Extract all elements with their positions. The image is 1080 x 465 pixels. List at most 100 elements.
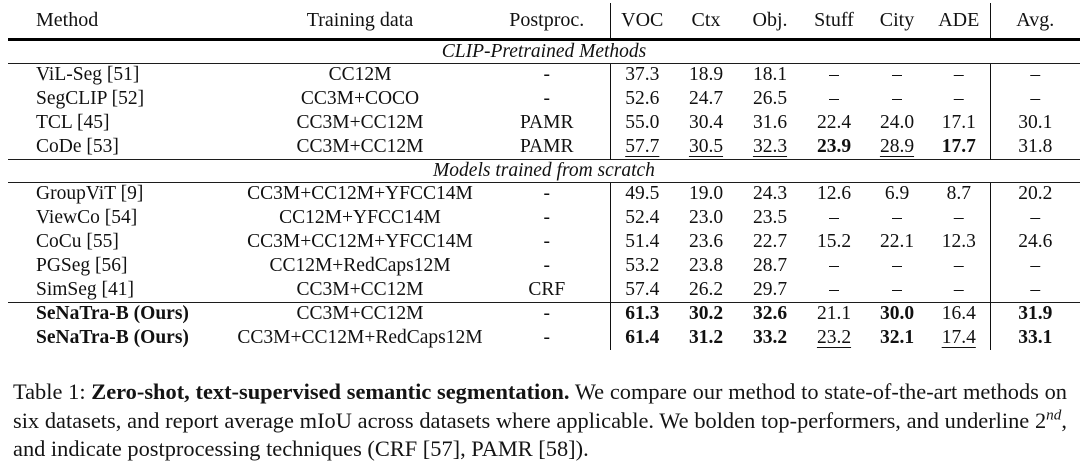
score-cell: 55.0 [609, 111, 674, 135]
method-cell: PGSeg [56] [36, 255, 128, 276]
method-cell: ViL-Seg [51] [36, 64, 140, 86]
score-value: – [1030, 88, 1041, 109]
score-cell: 33.1 [989, 326, 1080, 350]
method-cell: SegCLIP [52] [36, 88, 145, 109]
score-value: 22.1 [879, 231, 915, 252]
col-header-training-data: Training data [306, 8, 414, 31]
score-cell: 18.1 [738, 63, 802, 87]
score-value: 17.7 [941, 135, 976, 157]
score-cell: 23.0 [674, 206, 738, 230]
score-value: 24.3 [752, 183, 788, 205]
table-row: CoDe [53] CC3M+CC12M PAMR 57.7 30.5 32.3 23.9 2… [8, 135, 1080, 159]
score-value: – [1030, 207, 1041, 228]
score-cell: – [989, 87, 1080, 111]
table-row: PGSeg [56] CC12M+RedCaps12M - 53.2 23.8 28.7 –… [8, 254, 1080, 278]
score-cell: 31.8 [989, 135, 1080, 159]
score-cell: – [866, 63, 928, 87]
table-body: CLIP-Pretrained Methods ViL-Seg [51] CC12M… [8, 38, 1080, 350]
score-value: – [829, 278, 839, 300]
score-cell: – [928, 206, 990, 230]
col-header-stuff: Stuff [814, 8, 854, 31]
score-cell: – [928, 63, 990, 87]
postproc-cell: - [543, 64, 551, 86]
score-value: 15.2 [816, 231, 852, 252]
score-cell: 23.8 [674, 254, 738, 278]
score-cell: 51.4 [609, 230, 674, 254]
score-value: – [892, 278, 902, 300]
score-value: 57.7 [625, 135, 660, 157]
col-header-postproc: Postproc. [509, 8, 585, 31]
score-cell: – [802, 254, 866, 278]
score-cell: 24.6 [989, 230, 1080, 254]
score-cell: 24.0 [866, 111, 928, 135]
score-cell: 49.5 [609, 182, 674, 206]
score-cell: 32.6 [738, 302, 802, 326]
score-value: – [953, 64, 964, 86]
postproc-cell: - [543, 327, 551, 348]
score-cell: 15.2 [802, 230, 866, 254]
score-cell: – [866, 278, 928, 302]
score-cell: 24.3 [738, 182, 802, 206]
score-value: 8.7 [946, 183, 971, 205]
header-row: Method Training data Postproc. VOC Ctx O… [8, 3, 1080, 39]
score-value: 22.7 [752, 231, 788, 252]
score-cell: 28.9 [866, 135, 928, 159]
score-value: – [1030, 278, 1041, 300]
postproc-cell: PAMR [520, 135, 574, 157]
score-value: 32.1 [879, 327, 915, 348]
score-value: 30.2 [688, 303, 724, 325]
score-cell: 17.4 [928, 326, 990, 350]
caption-title: Zero-shot, text-supervised semantic segm… [91, 379, 570, 404]
score-cell: – [802, 278, 866, 302]
score-value: – [892, 207, 902, 228]
table-row: ViewCo [54] CC12M+YFCC14M - 52.4 23.0 23.5 – – –… [8, 206, 1080, 230]
score-cell: 18.9 [674, 63, 738, 87]
training-data-cell: CC3M+CC12M [296, 112, 424, 133]
score-cell: 57.4 [609, 278, 674, 302]
score-cell: 33.2 [738, 326, 802, 350]
score-value: – [953, 88, 964, 109]
score-value: 57.4 [625, 278, 660, 300]
score-cell: 31.2 [674, 326, 738, 350]
col-header-ade: ADE [938, 8, 980, 31]
score-value: 61.4 [625, 327, 660, 348]
score-value: – [953, 278, 964, 300]
score-cell: 30.4 [674, 111, 738, 135]
score-cell: 12.6 [802, 182, 866, 206]
score-value: 12.3 [941, 231, 976, 252]
score-value: – [953, 207, 964, 228]
caption-body-1: We compare our method to state-of-the-ar… [13, 379, 1067, 433]
section-header: Models trained from scratch [8, 158, 1080, 183]
score-value: – [1030, 255, 1041, 276]
score-value: 53.2 [625, 255, 660, 276]
score-value: 18.1 [752, 64, 788, 86]
score-cell: 32.1 [866, 326, 928, 350]
score-cell: – [928, 254, 990, 278]
score-value: – [829, 64, 839, 86]
score-cell: 30.0 [866, 302, 928, 326]
score-value: 33.1 [1018, 327, 1053, 348]
section-row: CLIP-Pretrained Methods [8, 38, 1080, 64]
score-value: 23.2 [816, 327, 852, 348]
score-value: 31.2 [688, 327, 724, 348]
score-value: 23.6 [688, 231, 724, 252]
score-cell: – [928, 87, 990, 111]
method-cell: CoCu [55] [36, 231, 119, 252]
col-header-method: Method [36, 8, 99, 31]
postproc-cell: - [543, 303, 551, 325]
score-value: 24.7 [688, 88, 724, 109]
score-cell: 23.2 [802, 326, 866, 350]
col-header-ctx: Ctx [691, 8, 721, 31]
col-header-city: City [879, 8, 915, 31]
score-value: 28.7 [752, 255, 788, 276]
table-row: SeNaTra-B (Ours) CC3M+CC12M+RedCaps12M - 61… [8, 326, 1080, 350]
score-cell: 17.1 [928, 111, 990, 135]
score-cell: 23.5 [738, 206, 802, 230]
score-value: 31.9 [1018, 303, 1053, 325]
method-cell: SeNaTra-B (Ours) [36, 327, 189, 348]
score-value: – [892, 64, 902, 86]
score-cell: 52.4 [609, 206, 674, 230]
score-cell: – [802, 63, 866, 87]
score-cell: 32.3 [738, 135, 802, 159]
training-data-cell: CC3M+CC12M [296, 135, 424, 157]
